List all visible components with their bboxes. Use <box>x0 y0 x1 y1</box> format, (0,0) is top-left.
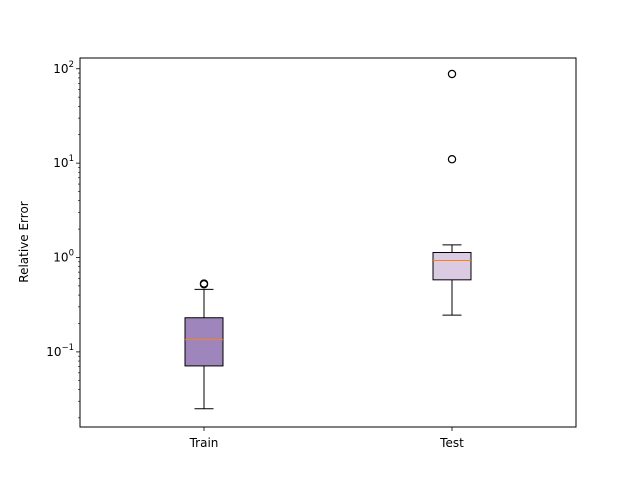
train-outlier <box>199 279 209 288</box>
y-axis: 10−1 100 101 102 <box>46 60 80 419</box>
y-tick-label: 100 <box>53 249 74 265</box>
x-tick-label: Train <box>189 436 219 450</box>
x-tick-label: Test <box>439 436 464 450</box>
y-tick-label: 102 <box>53 60 74 76</box>
plot-frame <box>79 57 577 428</box>
test-outlier <box>447 155 457 164</box>
y-tick-label: 101 <box>53 154 74 170</box>
boxes-layer <box>184 69 472 410</box>
train-box <box>184 317 224 367</box>
y-axis-label: Relative Error <box>17 201 31 283</box>
test-outlier <box>447 69 457 79</box>
y-tick-label: 10−1 <box>46 343 74 359</box>
x-axis: Train Test <box>189 427 464 450</box>
test-box <box>432 251 472 281</box>
